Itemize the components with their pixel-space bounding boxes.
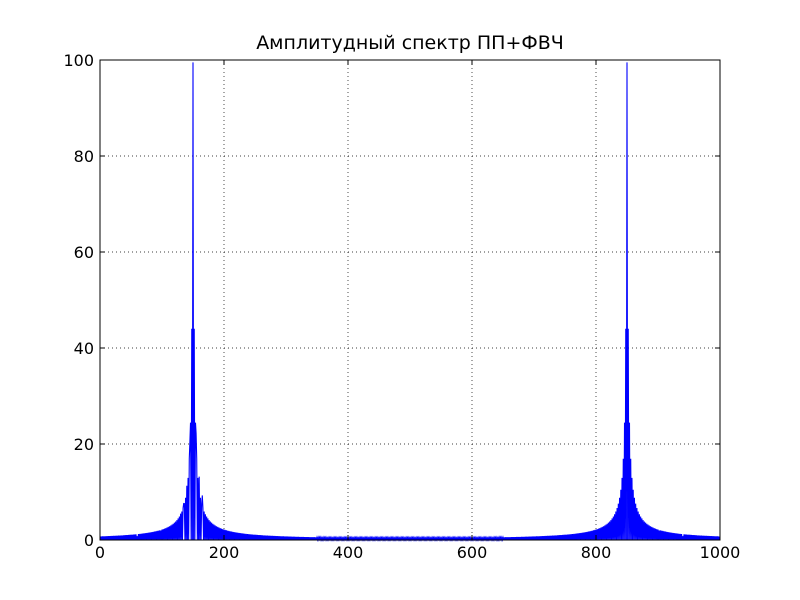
x-tick-label: 1000: [700, 543, 741, 562]
y-tick-label: 20: [74, 435, 94, 454]
spectrum-line: [99, 62, 720, 542]
x-tick-label: 800: [581, 543, 612, 562]
y-tick-labels: 0 20 40 60 80 100: [63, 51, 94, 550]
x-tick-label: 600: [457, 543, 488, 562]
x-tick-labels: 0 200 400 600 800 1000: [95, 543, 740, 562]
x-tick-label: 200: [209, 543, 240, 562]
y-tick-label: 0: [84, 531, 94, 550]
x-tick-label: 0: [95, 543, 105, 562]
y-tick-label: 60: [74, 243, 94, 262]
plot-frame: [99, 59, 721, 541]
y-tick-label: 40: [74, 339, 94, 358]
grid-lines: [100, 60, 720, 540]
y-tick-label: 100: [63, 51, 94, 70]
x-tick-label: 400: [333, 543, 364, 562]
y-tick-label: 80: [74, 147, 94, 166]
chart-title: Амплитудный спектр ПП+ФВЧ: [256, 32, 564, 54]
spectrum-series-line: [99, 62, 720, 542]
axis-ticks: [99, 59, 721, 541]
